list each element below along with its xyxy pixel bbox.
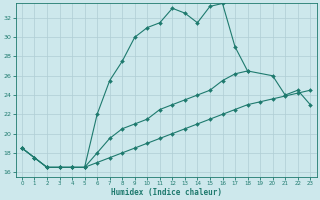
X-axis label: Humidex (Indice chaleur): Humidex (Indice chaleur) bbox=[111, 188, 221, 197]
